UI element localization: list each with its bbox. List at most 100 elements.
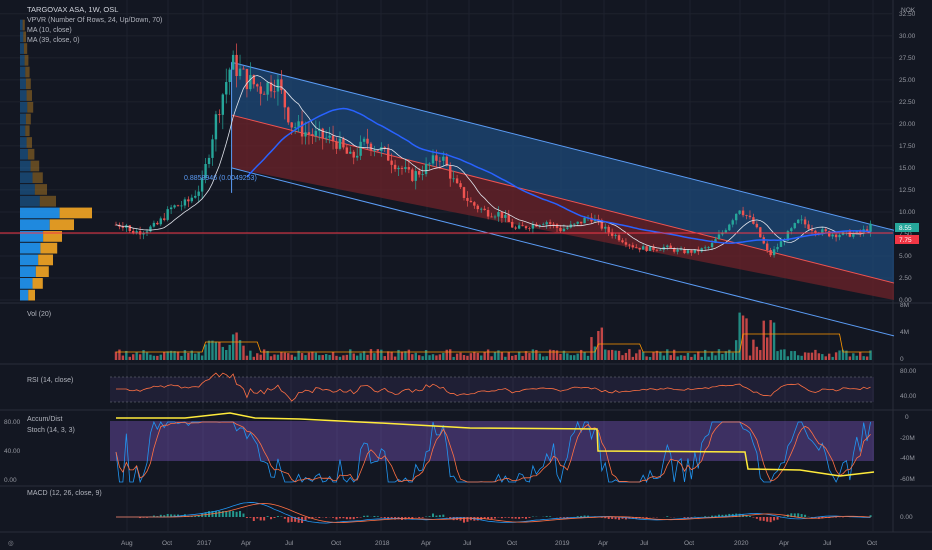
candle-body <box>748 215 752 218</box>
volume-bar <box>290 354 293 360</box>
macd-hist-bar <box>283 517 286 519</box>
candle-body <box>738 210 741 214</box>
candle-body <box>414 171 417 181</box>
volume-bar <box>728 349 731 360</box>
indicator-vpvr[interactable]: VPVR (Number Of Rows, 24, Up/Down, 70) <box>27 17 162 24</box>
volume-bar <box>765 337 769 360</box>
macd-pane[interactable] <box>116 502 872 524</box>
volume-bar <box>235 332 238 360</box>
vpvr-up-bar <box>20 137 27 148</box>
candle-body <box>614 235 617 236</box>
volume-bar <box>714 355 717 360</box>
candle-body <box>555 224 559 228</box>
candle-body <box>435 155 438 161</box>
macd-hist-bar <box>631 517 634 519</box>
volume-pane[interactable] <box>114 312 872 360</box>
macd-hist-bar <box>311 517 314 519</box>
volume-bar <box>848 356 852 360</box>
volume-bar <box>797 355 800 360</box>
indicator-ma10[interactable]: MA (10, close) <box>27 27 72 34</box>
volume-bar <box>562 350 566 360</box>
macd-hist-bar <box>390 517 393 519</box>
vpvr-down-bar <box>25 113 31 125</box>
accum-stoch-pane[interactable] <box>110 412 875 484</box>
candle-body <box>183 199 187 206</box>
fib-label: 0.8858946 (0.0049253) <box>184 175 257 182</box>
volume-bar <box>845 350 848 360</box>
volume-bar <box>245 355 249 360</box>
candle-body <box>297 121 300 128</box>
macd-hist-bar <box>356 517 359 518</box>
volume-bar <box>428 355 431 360</box>
macd-hist-bar <box>342 517 345 519</box>
vpvr-down-bar <box>23 31 26 43</box>
volume-bar <box>438 354 442 360</box>
volume-bar <box>628 349 631 360</box>
macd-hist-bar <box>177 514 180 517</box>
macd-hist-bar <box>462 517 465 523</box>
time-tick: Jul <box>463 540 472 547</box>
macd-hist-bar <box>304 517 307 521</box>
candle-body <box>604 226 607 229</box>
volume-bar <box>838 350 841 360</box>
ma-lines <box>115 75 871 251</box>
regression-channel[interactable] <box>231 61 895 337</box>
tv-logo: ◎ <box>8 540 14 547</box>
volume-bar <box>455 353 459 360</box>
stoch-tick-80: 80.00 <box>4 419 21 426</box>
volume-title: Vol (20) <box>27 311 51 318</box>
candle-body <box>714 239 717 243</box>
volume-bar <box>204 344 207 360</box>
macd-hist-bar <box>249 517 252 518</box>
volume-bar <box>800 355 803 360</box>
volume-bar <box>338 356 342 360</box>
volume-bar <box>535 349 538 360</box>
volume-bar <box>214 341 218 360</box>
candle-body <box>280 79 283 91</box>
volume-bar <box>803 352 807 360</box>
volume-bar <box>624 352 628 360</box>
vpvr-down-bar <box>22 19 25 31</box>
price-pane[interactable]: 0.8858946 (0.0049253) <box>0 19 895 337</box>
vpvr-down-bar <box>30 160 40 172</box>
candle-body <box>707 247 710 248</box>
volume-bar <box>621 355 624 360</box>
macd-hist-bar <box>442 514 445 517</box>
time-tick: Oct <box>331 540 341 547</box>
macd-hist-bar <box>435 515 438 517</box>
macd-hist-bar <box>276 516 279 517</box>
macd-hist-bar <box>263 517 266 521</box>
volume-bar <box>779 349 783 360</box>
macd-hist-bar <box>194 515 197 517</box>
volume-bar <box>462 355 466 360</box>
time-tick: Apr <box>779 540 790 547</box>
candle-body <box>204 163 207 179</box>
volume-bar <box>555 350 559 360</box>
price-axis[interactable]: 32.50 30.00 27.50 25.00 22.50 20.00 17.50 15.00… <box>899 11 916 304</box>
time-tick: Oct <box>867 540 877 547</box>
candle-body <box>407 167 411 170</box>
candle-body <box>597 219 600 221</box>
volume-bar <box>352 353 355 360</box>
volume-bar <box>166 351 169 360</box>
candle-body <box>610 232 614 236</box>
volume-bar <box>386 351 390 360</box>
time-axis[interactable]: Aug Oct 2017 Apr Jul Oct 2018 Apr Jul Oct 2019 Apr J… <box>121 540 877 547</box>
indicator-ma39[interactable]: MA (39, close, 0) <box>27 37 80 44</box>
volume-bar <box>542 356 545 360</box>
candle-body <box>542 224 545 226</box>
candle-body <box>800 219 803 221</box>
price-tick: 12.50 <box>899 187 916 194</box>
candle-body <box>755 223 759 228</box>
stoch-tick-40: 40.00 <box>4 448 21 455</box>
candle-body <box>583 217 586 224</box>
macd-hist-bar <box>431 513 434 517</box>
rsi-pane[interactable] <box>110 372 874 403</box>
candle-body <box>345 147 349 154</box>
volume-bar <box>300 353 304 360</box>
candle-body <box>710 242 714 248</box>
volume-bar <box>411 354 414 360</box>
macd-hist-bar <box>376 516 379 517</box>
price-tick: 27.50 <box>899 55 916 62</box>
